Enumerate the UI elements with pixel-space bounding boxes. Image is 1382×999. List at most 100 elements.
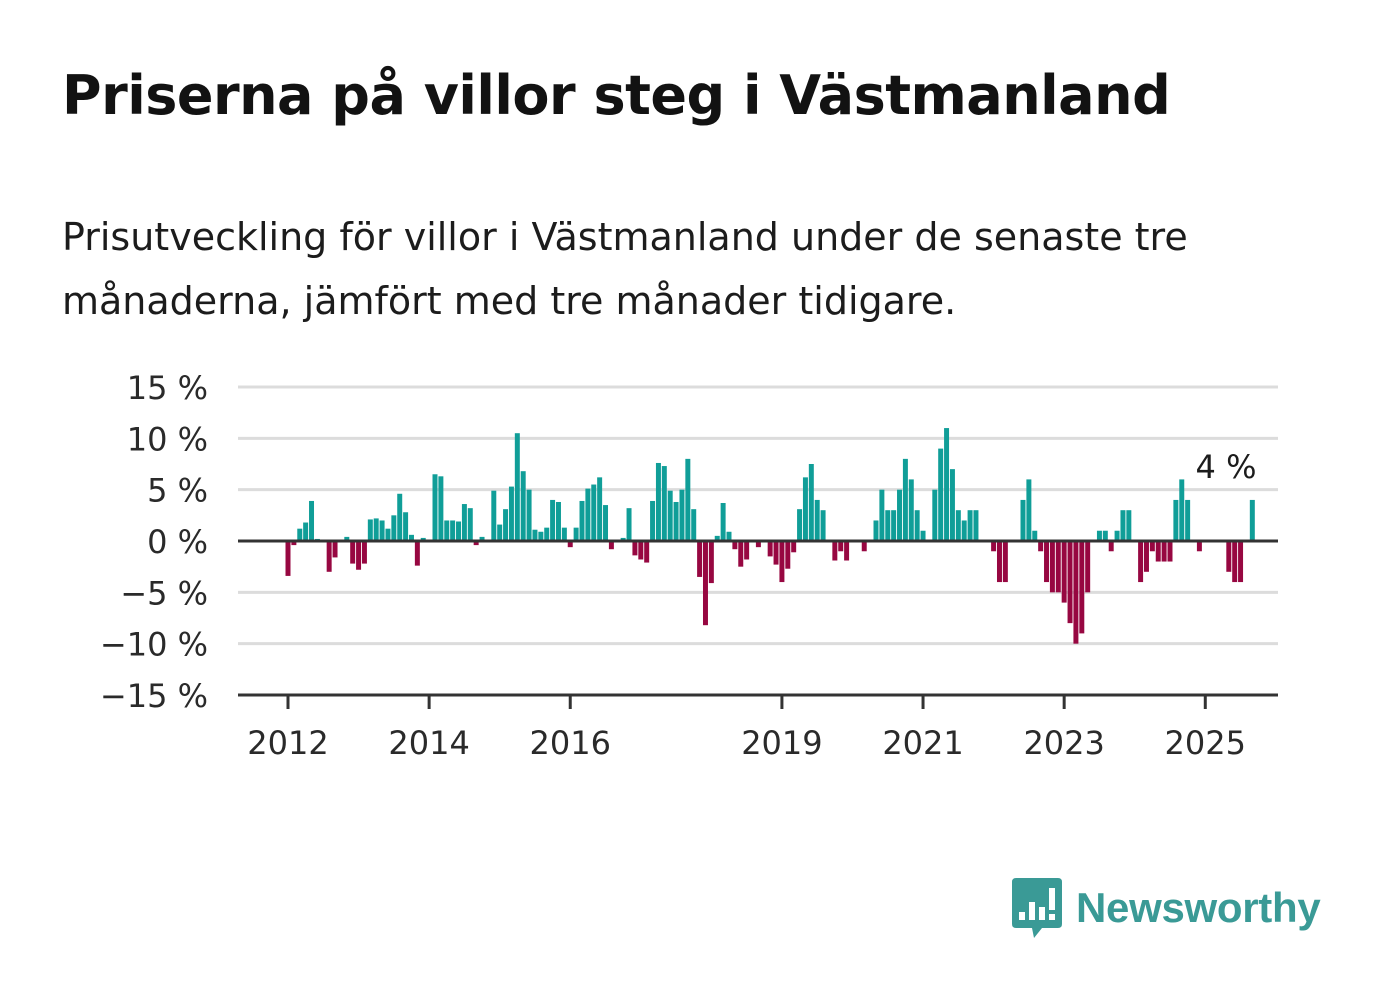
bar [491,490,497,541]
bar [744,541,750,560]
bar [991,541,997,552]
bar [414,541,420,566]
bar [514,433,520,541]
y-tick-label: 10 % [127,420,208,458]
bar [1108,541,1114,552]
bar [779,541,785,583]
bar [1038,541,1044,552]
bar [955,510,961,541]
bar [797,509,803,541]
bar [326,541,332,572]
bar [1061,541,1067,603]
bar [508,486,514,541]
bar [1032,530,1038,541]
bar [1173,499,1179,541]
bar [844,541,850,561]
bar [332,541,338,558]
bar [403,512,409,541]
bar [1138,541,1144,583]
bar [344,536,350,541]
bar [1161,541,1167,562]
bar [1196,541,1202,552]
bar [949,469,955,541]
bar [450,520,456,541]
bar [567,541,573,548]
bar [1143,541,1149,572]
bar [814,499,820,541]
bar [408,534,414,541]
x-tick-label: 2019 [741,724,822,762]
bar [385,528,391,541]
newsworthy-logo: Newsworthy [1010,876,1321,940]
bar [303,522,309,541]
bar [297,528,303,541]
bar [679,489,685,541]
bar [1120,510,1126,541]
bar [638,541,644,560]
bar [632,541,638,556]
bar [1149,541,1155,552]
bar [555,501,561,541]
bar [356,541,362,570]
bar [532,529,538,541]
bar [309,500,315,541]
bar [973,510,979,541]
bar [820,510,826,541]
x-tick-label: 2023 [1023,724,1104,762]
y-tick-label: −10 % [100,626,208,664]
x-tick-label: 2014 [388,724,469,762]
bar [397,493,403,541]
bar [608,541,614,550]
bar [1044,541,1050,583]
bar [738,541,744,567]
bar [561,527,567,541]
bar [1126,510,1132,541]
bar [708,541,714,584]
x-tick-label: 2012 [247,724,328,762]
bar [626,508,632,541]
y-tick-label: −5 % [120,574,208,612]
y-axis-ticks: 15 % 10 % 5 % 0 % −5 % −10 % −15 % [100,369,208,715]
bar [879,489,885,541]
bar [350,541,356,564]
newsworthy-chart-bubble-icon [1012,878,1062,938]
bar [467,508,473,541]
bar [961,520,967,541]
bar [1002,541,1008,583]
bar [650,500,656,541]
bar [1232,541,1238,583]
bar [432,474,438,541]
chart-title: Priserna på villor steg i Västmanland [62,64,1171,127]
bar [379,520,385,541]
bar [938,448,944,541]
bar [1249,499,1255,541]
x-axis-ticks: 2012 2014 2016 2019 2021 2023 2025 [247,695,1246,762]
bar [644,541,650,563]
bar [808,464,814,541]
bar [655,462,661,541]
bar [361,541,367,564]
bar [461,504,467,541]
bar [367,519,373,541]
bar [1085,541,1091,593]
bar [538,531,544,541]
bar [702,541,708,626]
bar [944,428,950,541]
bar [473,541,479,546]
bar [1026,479,1032,541]
grid-lines [238,385,1278,646]
bar [755,541,761,548]
bar [726,531,732,541]
bar [1055,541,1061,593]
x-tick-label: 2021 [882,724,963,762]
bar [291,541,297,546]
bar [897,489,903,541]
bar [456,521,462,541]
bar [1114,530,1120,541]
bar [714,535,720,541]
bar [691,509,697,541]
bar [285,541,291,576]
y-tick-label: 0 % [147,523,208,561]
bar [573,527,579,541]
